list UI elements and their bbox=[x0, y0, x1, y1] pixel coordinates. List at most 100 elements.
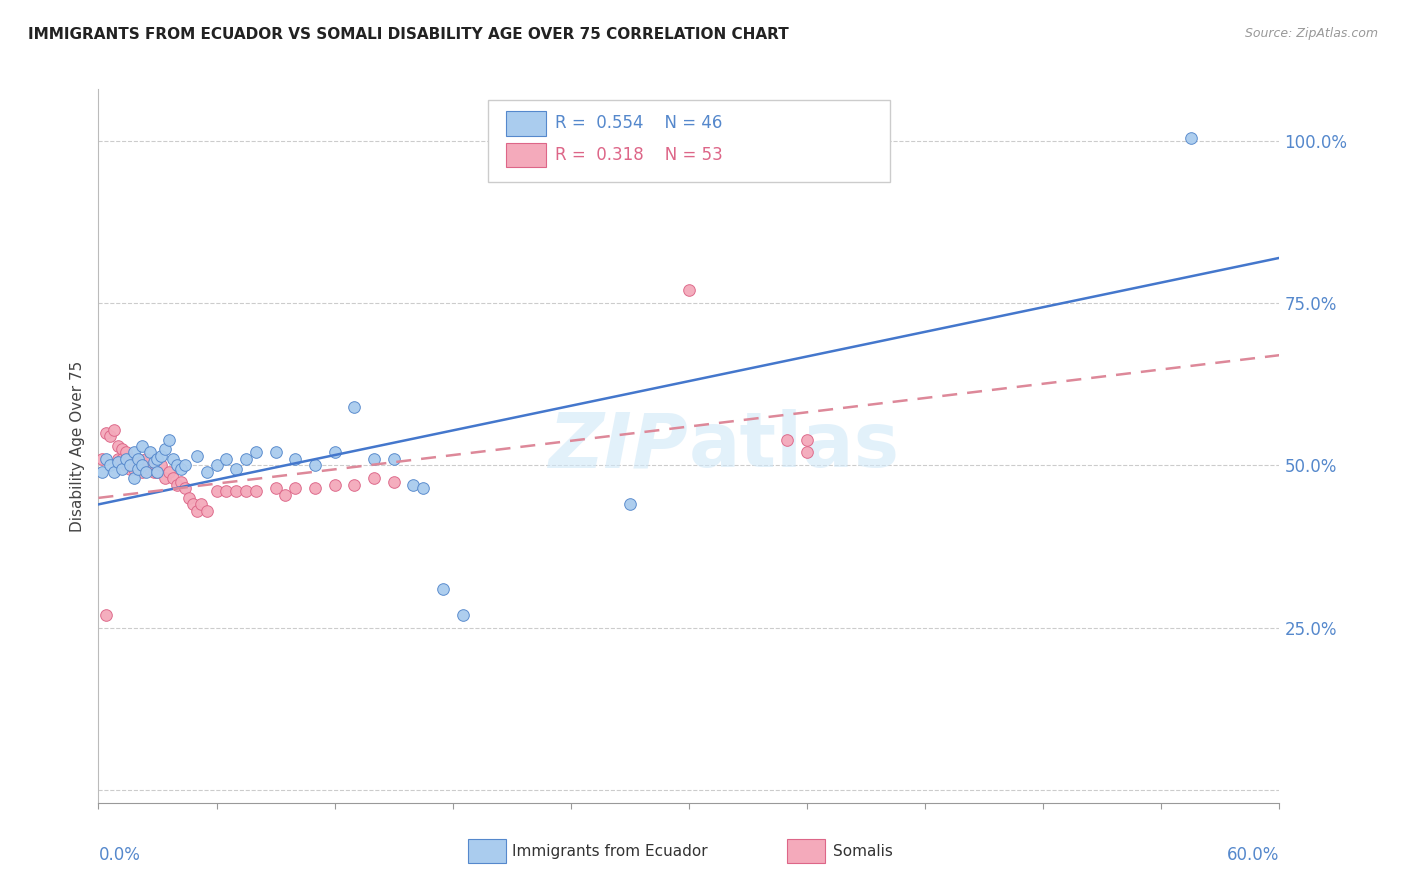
Point bbox=[138, 445, 160, 459]
Point bbox=[98, 429, 121, 443]
Point bbox=[135, 452, 157, 467]
Point bbox=[142, 455, 165, 469]
Point bbox=[170, 475, 193, 489]
Point bbox=[284, 481, 307, 495]
Point bbox=[225, 484, 247, 499]
Point bbox=[382, 452, 405, 467]
Point bbox=[323, 445, 346, 459]
Point bbox=[155, 471, 177, 485]
Point bbox=[131, 455, 153, 469]
Point bbox=[91, 452, 114, 467]
Text: atlas: atlas bbox=[689, 409, 900, 483]
Point bbox=[122, 461, 145, 475]
Point bbox=[107, 452, 129, 467]
FancyBboxPatch shape bbox=[506, 143, 546, 167]
FancyBboxPatch shape bbox=[506, 112, 546, 136]
Point bbox=[195, 465, 218, 479]
Point bbox=[131, 465, 153, 479]
Point bbox=[174, 481, 197, 495]
Text: ZIP: ZIP bbox=[550, 409, 689, 483]
Point bbox=[98, 458, 121, 473]
Point bbox=[155, 442, 177, 457]
Point bbox=[235, 484, 257, 499]
Point bbox=[412, 481, 434, 495]
Point bbox=[215, 484, 238, 499]
Point bbox=[451, 607, 474, 622]
Point bbox=[157, 465, 180, 479]
Text: Somalis: Somalis bbox=[832, 844, 893, 859]
Point bbox=[304, 481, 326, 495]
Point bbox=[1180, 131, 1202, 145]
Point bbox=[122, 445, 145, 459]
Point bbox=[205, 458, 228, 473]
Point bbox=[323, 478, 346, 492]
Point bbox=[122, 471, 145, 485]
Point bbox=[103, 423, 125, 437]
Point bbox=[170, 461, 193, 475]
Point bbox=[107, 439, 129, 453]
Point bbox=[127, 458, 149, 473]
Point bbox=[796, 433, 818, 447]
Point bbox=[796, 445, 818, 459]
Text: R =  0.318    N = 53: R = 0.318 N = 53 bbox=[555, 146, 723, 164]
Point bbox=[115, 445, 138, 459]
Point bbox=[111, 452, 134, 467]
Point bbox=[127, 461, 149, 475]
Point bbox=[205, 484, 228, 499]
Point bbox=[245, 484, 267, 499]
Point bbox=[96, 425, 118, 440]
Point bbox=[432, 582, 454, 596]
Text: 60.0%: 60.0% bbox=[1227, 846, 1279, 863]
Point bbox=[96, 452, 118, 467]
Point bbox=[619, 497, 641, 511]
Point bbox=[135, 465, 157, 479]
Point bbox=[131, 458, 153, 473]
Point bbox=[111, 461, 134, 475]
Point bbox=[107, 455, 129, 469]
Point bbox=[138, 461, 160, 475]
Text: 0.0%: 0.0% bbox=[98, 846, 141, 863]
Point bbox=[776, 433, 799, 447]
Point bbox=[264, 445, 287, 459]
Point bbox=[162, 471, 184, 485]
Point bbox=[177, 491, 200, 505]
Point bbox=[166, 458, 188, 473]
Point bbox=[166, 478, 188, 492]
Point bbox=[162, 452, 184, 467]
Point bbox=[115, 452, 138, 467]
Point bbox=[122, 455, 145, 469]
Point bbox=[127, 452, 149, 467]
Point bbox=[174, 458, 197, 473]
Point bbox=[146, 465, 169, 479]
Point bbox=[115, 458, 138, 473]
Point bbox=[142, 465, 165, 479]
Text: Immigrants from Ecuador: Immigrants from Ecuador bbox=[512, 844, 707, 859]
Point bbox=[118, 458, 141, 473]
Text: IMMIGRANTS FROM ECUADOR VS SOMALI DISABILITY AGE OVER 75 CORRELATION CHART: IMMIGRANTS FROM ECUADOR VS SOMALI DISABI… bbox=[28, 27, 789, 42]
Point bbox=[363, 471, 385, 485]
Point bbox=[127, 452, 149, 467]
Point bbox=[131, 439, 153, 453]
Point bbox=[382, 475, 405, 489]
Point bbox=[235, 452, 257, 467]
Point bbox=[363, 452, 385, 467]
Point bbox=[181, 497, 204, 511]
Point bbox=[150, 458, 173, 473]
Point bbox=[343, 400, 366, 414]
Text: R =  0.554    N = 46: R = 0.554 N = 46 bbox=[555, 114, 723, 132]
Point bbox=[215, 452, 238, 467]
Point bbox=[146, 452, 169, 467]
Point bbox=[264, 481, 287, 495]
Point bbox=[245, 445, 267, 459]
Point bbox=[343, 478, 366, 492]
FancyBboxPatch shape bbox=[787, 839, 825, 863]
Point bbox=[678, 283, 700, 297]
Point bbox=[118, 452, 141, 467]
Point bbox=[195, 504, 218, 518]
Point bbox=[146, 465, 169, 479]
Point bbox=[91, 465, 114, 479]
Y-axis label: Disability Age Over 75: Disability Age Over 75 bbox=[70, 360, 86, 532]
Point bbox=[274, 488, 297, 502]
Point bbox=[135, 458, 157, 473]
Point bbox=[186, 504, 208, 518]
